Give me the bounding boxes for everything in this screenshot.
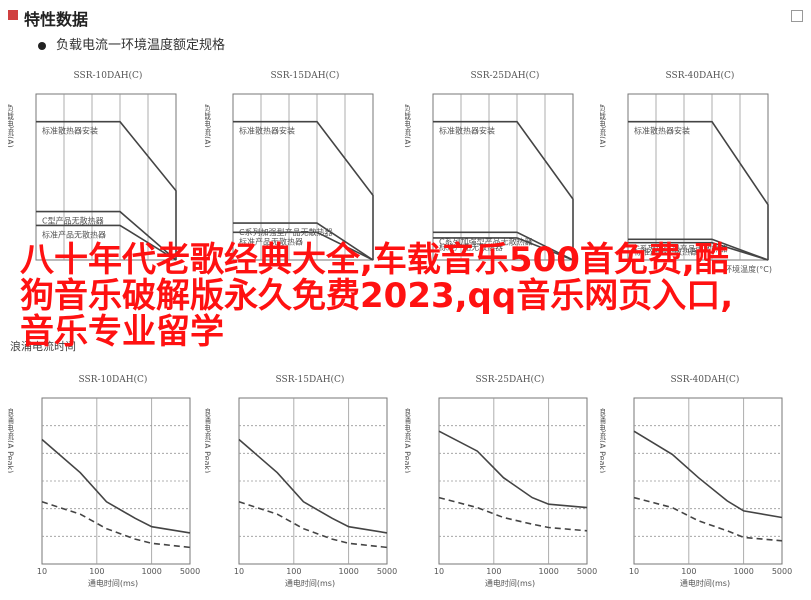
section-subtitle: 负载电流一环境温度额定规格 <box>38 34 225 53</box>
y-axis-label: 浪涌电流(A Peak) <box>600 407 607 473</box>
surge-chart-3: SSR-25DAH(C) 浪涌电流(A Peak) 10 100 1000 5000 通电时… <box>405 374 597 588</box>
series-line-1 <box>41 438 191 534</box>
series-line-3 <box>628 241 769 261</box>
x-axis-label: 环境温度(°C) <box>724 264 772 274</box>
series-line-1 <box>233 120 374 260</box>
series-line-1 <box>438 430 588 509</box>
x-axis-label: 通电时间(ms) <box>285 578 335 588</box>
chart-title: SSR-10DAH(C) <box>79 374 148 385</box>
x-tick-label: 5000 <box>180 567 200 576</box>
x-tick-label: 5000 <box>377 567 397 576</box>
y-axis-label: 浪涌电流(A Peak) <box>405 407 412 473</box>
x-tick-label: 100 <box>486 567 501 576</box>
page-title: 特性数据 <box>24 10 89 29</box>
x-tick-label: 100 <box>286 567 301 576</box>
series-line-1 <box>633 430 783 519</box>
series-annotation: 标准产品无散热器 <box>634 247 698 257</box>
x-tick-label: 1000 <box>538 567 558 576</box>
x-tick-label: 10 <box>234 567 244 576</box>
series-line-2 <box>633 496 783 542</box>
x-axis-label: 通电时间(ms) <box>680 578 730 588</box>
surge-section-note: 浪涌电流时间 <box>10 340 76 353</box>
series-annotation: 标准产品无散热器 <box>239 236 303 246</box>
chart-title: SSR-40DAH(C) <box>671 374 740 385</box>
x-tick-label: 100 <box>681 567 696 576</box>
plot-frame <box>432 93 574 261</box>
derating-chart-2: SSR-15DAH(C)负载电流(A) 标准散热器安装C系列加强型产品无散热器标准… <box>205 70 374 261</box>
series-line-1 <box>433 120 574 260</box>
series-line-2 <box>41 501 191 549</box>
series-annotation: 标准产品无散热器 <box>439 242 503 252</box>
series-line-3 <box>233 231 374 261</box>
series-line-2 <box>36 210 177 261</box>
derating-chart-1: SSR-10DAH(C) 负载电流(A) 标准散热器安装 C型产品无散热器标准产品无散… <box>8 70 177 261</box>
series-annotation: 标准散热器安装 <box>634 126 690 136</box>
x-tick-label: 1000 <box>141 567 161 576</box>
y-axis-label: 负载电流(A) <box>205 103 212 148</box>
chart-title: SSR-15DAH(C) <box>276 374 345 385</box>
series-line-3 <box>36 224 177 261</box>
x-tick-label: 100 <box>89 567 104 576</box>
y-axis-label: 负载电流(A) <box>8 103 15 148</box>
derating-chart-3: SSR-25DAH(C) 负载电流(A) 标准散热器安装 C系列加强型产品无散热器标准… <box>405 70 574 261</box>
x-tick-label: 1000 <box>338 567 358 576</box>
x-tick-label: 10 <box>37 567 47 576</box>
series-annotation: 标准产品无散热器 <box>42 229 106 239</box>
series-annotation: 标准散热器安装 <box>42 126 98 136</box>
chart-title: SSR-40DAH(C) <box>666 70 735 81</box>
series-line-2 <box>238 501 388 549</box>
series-line-2 <box>233 222 374 261</box>
bullet-icon <box>38 41 46 50</box>
series-annotation: C系列加强型产品无散热器 <box>634 243 728 253</box>
x-tick-label: 5000 <box>772 567 792 576</box>
derating-chart-4: SSR-40DAH(C) 负载电流(A) 标准散热器安装 C系列加强型产品无散热器标准… <box>600 70 772 274</box>
chart-title: SSR-25DAH(C) <box>471 70 540 81</box>
chart-title: SSR-25DAH(C) <box>476 374 545 385</box>
surge-chart-1: SSR-10DAH(C) 浪涌电流(A Peak) 10 100 1000 5000 通电时… <box>8 374 200 588</box>
series-line-2 <box>628 238 769 261</box>
chart-title: SSR-10DAH(C) <box>74 70 143 81</box>
x-tick-label: 1000 <box>733 567 753 576</box>
y-axis-label: 浪涌电流(A Peak) <box>8 407 15 473</box>
x-tick-label: 5000 <box>577 567 597 576</box>
x-axis-label: 通电时间(ms) <box>88 578 138 588</box>
window-icon[interactable] <box>791 10 803 22</box>
series-annotation: 标准散热器安装 <box>439 126 495 136</box>
y-axis-label: 浪涌电流(A Peak) <box>205 407 212 473</box>
series-line-1 <box>238 438 388 534</box>
chart-title: SSR-15DAH(C) <box>271 70 340 81</box>
plot-frame <box>627 93 769 261</box>
surge-chart-4: SSR-40DAH(C) 浪涌电流(A Peak) 10 100 1000 5000 通电时… <box>600 374 792 588</box>
x-tick-label: 10 <box>434 567 444 576</box>
series-line-2 <box>438 496 588 532</box>
series-line-1 <box>36 120 177 260</box>
series-annotation: C系列加强型产品无散热器 <box>439 236 533 246</box>
overlay-watermark-text: 八十年代老歌经典大全,车载音乐500首免费,酷狗音乐破解版永久免费2023,qq… <box>20 240 734 352</box>
section-subtitle-text: 负载电流一环境温度额定规格 <box>56 38 226 53</box>
title-square-icon <box>8 10 18 20</box>
x-tick-label: 10 <box>629 567 639 576</box>
title-bar: 特性数据 <box>8 6 803 30</box>
plot-frame <box>35 93 177 261</box>
series-annotation: 标准散热器安装 <box>239 126 295 136</box>
y-axis-label: 负载电流(A) <box>600 103 607 148</box>
surge-chart-2: SSR-15DAH(C) 浪涌电流(A Peak) 10 100 1000 5000 通电时… <box>205 374 397 588</box>
series-line-2 <box>433 231 574 261</box>
plot-frame <box>232 93 374 261</box>
series-annotation: C型产品无散热器 <box>42 216 104 226</box>
series-line-3 <box>433 237 574 261</box>
x-axis-label: 通电时间(ms) <box>485 578 535 588</box>
series-line-1 <box>628 120 769 260</box>
y-axis-label: 负载电流(A) <box>405 103 412 148</box>
